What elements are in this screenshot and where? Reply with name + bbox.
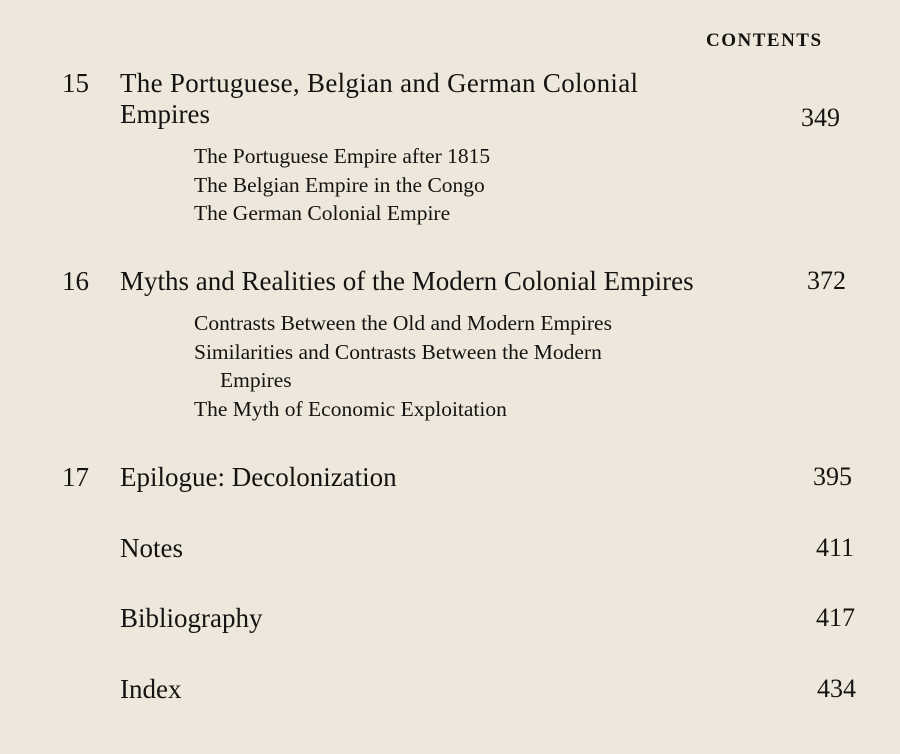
section-item: The German Colonial Empire bbox=[194, 201, 451, 225]
page-number: 372 bbox=[807, 266, 846, 295]
section-item: Similarities and Contrasts Between the M… bbox=[194, 340, 602, 364]
section-item: The Myth of Economic Exploitation bbox=[194, 397, 507, 421]
chapter-number: 17 bbox=[62, 462, 89, 492]
page-number: 349 bbox=[801, 103, 840, 132]
section-item-cont: Empires bbox=[220, 368, 292, 392]
page-number: 411 bbox=[815, 533, 854, 562]
notes-title: Notes bbox=[120, 533, 183, 563]
section-item: The Portuguese Empire after 1815 bbox=[194, 144, 491, 168]
chapter-title: The Portuguese, Belgian and German Colon… bbox=[120, 68, 639, 98]
page-number: 395 bbox=[813, 462, 852, 491]
chapter-number: 15 bbox=[62, 68, 89, 98]
chapter-title: Epilogue: Decolonization bbox=[120, 462, 397, 492]
section-item: Contrasts Between the Old and Modern Emp… bbox=[194, 311, 612, 335]
page-number: 434 bbox=[817, 674, 856, 703]
bibliography-title: Bibliography bbox=[120, 603, 263, 633]
index-title: Index bbox=[120, 674, 182, 704]
chapter-title: Myths and Realities of the Modern Coloni… bbox=[120, 266, 694, 296]
page-number: 417 bbox=[816, 603, 855, 632]
contents-header: CONTENTS bbox=[706, 30, 823, 51]
section-item: The Belgian Empire in the Congo bbox=[194, 173, 485, 197]
chapter-number: 16 bbox=[62, 266, 89, 296]
chapter-title-cont: Empires bbox=[120, 99, 210, 129]
